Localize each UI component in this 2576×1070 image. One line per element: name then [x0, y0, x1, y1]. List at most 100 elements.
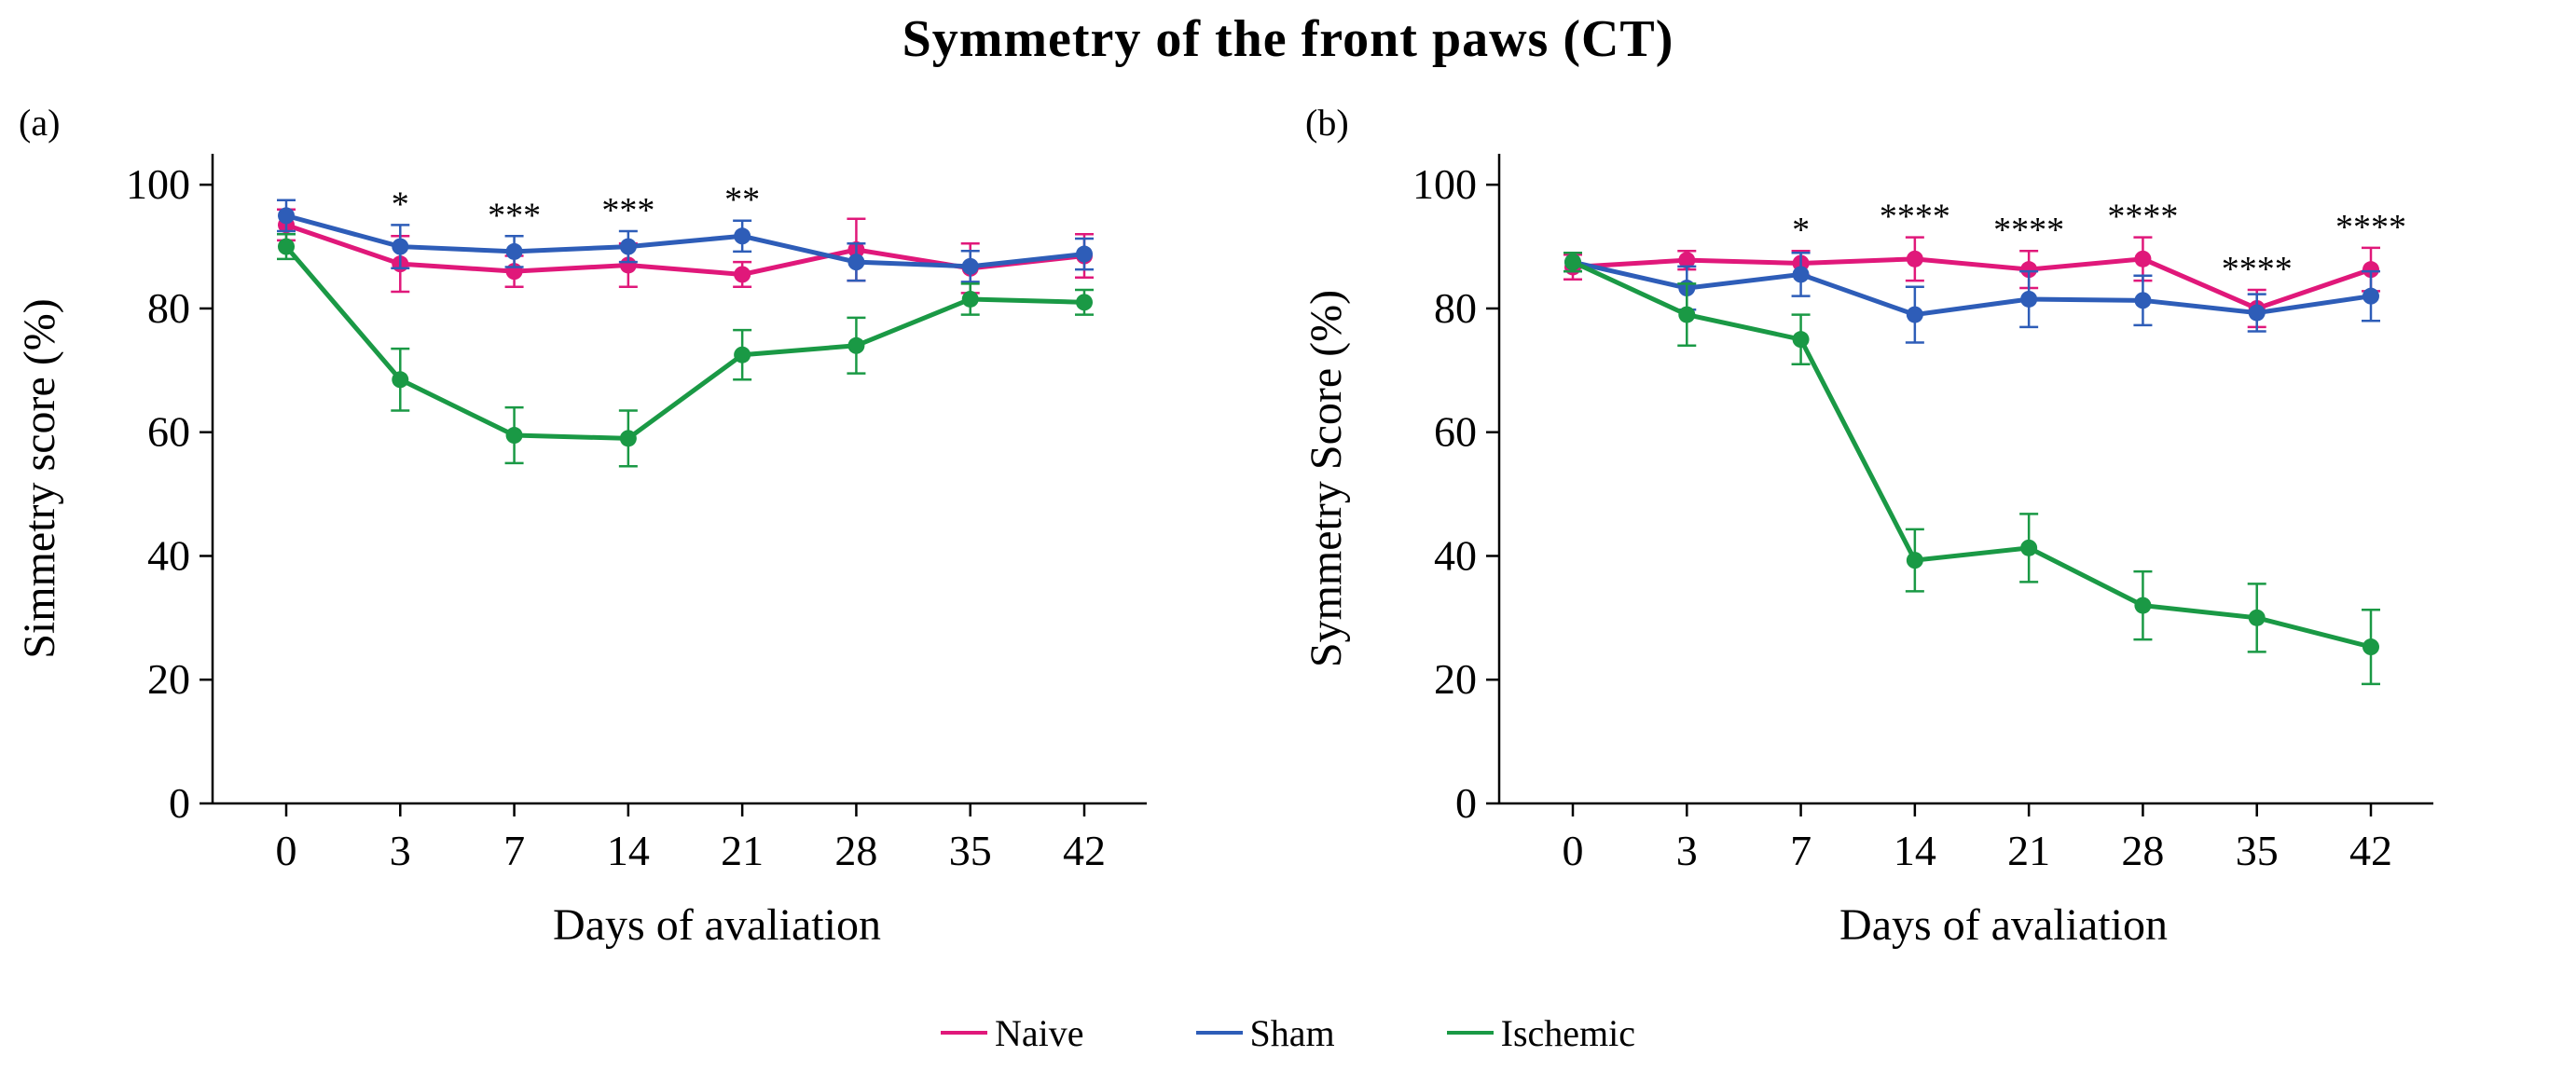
chart-b-series-ischemic-point	[1564, 254, 1581, 271]
chart-a-y-tick-label: 60	[147, 408, 190, 456]
chart-b-significance-marker: *	[1792, 211, 1810, 250]
chart-b-series-ischemic-point	[2020, 539, 2038, 556]
chart-b-series-naive-point	[2362, 261, 2379, 279]
figure-title: Symmetry of the front paws (CT)	[902, 10, 1674, 68]
chart-b-series-naive-point	[2134, 250, 2152, 268]
chart-b-series-naive-point	[2020, 261, 2038, 279]
chart-a-significance-marker: ***	[488, 196, 541, 235]
chart-a-series-ischemic-point	[734, 346, 751, 364]
chart-b-svg: (b) 0 20 40 60 80 100 0 3 7 14 21 28 35 42 Days of aval…	[1302, 102, 2433, 950]
chart-a-series-ischemic-point	[505, 427, 523, 445]
chart-a-x-tick-label: 7	[503, 827, 525, 874]
chart-a-series-sham-point	[734, 227, 751, 245]
chart-b-y-tick-label: 20	[1434, 655, 1477, 703]
chart-a-series-sham-point	[619, 238, 637, 255]
chart-a-svg: (a) 0 20 40 60 80 100 0 3 7 14 21 28 35 42 Days of aval…	[15, 102, 1147, 950]
chart-a-series-ischemic-point	[1076, 294, 1093, 311]
chart-b-y-axis-title: Symmetry Score (%)	[1302, 290, 1351, 667]
legend-label-naive: Naive	[994, 1011, 1084, 1054]
chart-b-x-tick-label: 7	[1790, 827, 1811, 874]
chart-panel-b: (b) 0 20 40 60 80 100 0 3 7 14 21 28 35 42 Days of aval…	[1287, 93, 2573, 969]
chart-b-x-tick-label: 3	[1676, 827, 1698, 874]
chart-b-series-sham-point	[2134, 292, 2152, 309]
chart-b-series-naive-point	[1678, 252, 1696, 269]
chart-a-x-tick-label: 14	[607, 827, 650, 874]
legend-swatch-sham	[1195, 1031, 1243, 1035]
chart-a-series-sham-point	[961, 257, 979, 275]
chart-a-y-tick-label: 40	[147, 531, 190, 579]
chart-b-series-sham	[1564, 251, 2380, 344]
chart-a-x-tick-label: 35	[949, 827, 992, 874]
chart-b-x-axis-title: Days of avaliation	[1839, 900, 2168, 950]
chart-b-y-tick-label: 40	[1434, 531, 1477, 579]
chart-b-series-ischemic-point	[1906, 552, 1923, 569]
chart-b-series-sham-line	[1572, 259, 2372, 318]
chart-a-panel-label: (a)	[19, 102, 60, 144]
chart-a-series-ischemic-point	[847, 336, 865, 354]
chart-a-y-tick-label: 20	[147, 655, 190, 703]
chart-a-y-tick-label: 80	[147, 284, 190, 332]
chart-a-series-sham-line	[285, 213, 1085, 269]
chart-a-x-tick-label: 3	[390, 827, 411, 874]
chart-b-series-ischemic-point	[2248, 609, 2266, 626]
chart-b-x-tick-label: 0	[1563, 827, 1584, 874]
legend-item-sham: Sham	[1195, 1011, 1335, 1055]
chart-a-series-ischemic-point	[278, 238, 295, 255]
chart-b-series-naive-line	[1572, 256, 2372, 311]
chart-b-x-tick-label: 14	[1894, 827, 1936, 874]
legend-swatch-naive	[940, 1031, 987, 1035]
legend: Naive Sham Ischemic	[0, 1005, 2576, 1061]
chart-a-series-ischemic-point	[392, 371, 409, 389]
chart-a-series-sham	[277, 199, 1094, 283]
chart-b-y-tick-label: 80	[1434, 284, 1477, 332]
chart-b-y-tick-label: 100	[1412, 160, 1477, 208]
chart-b-series-ischemic-line	[1571, 259, 2372, 650]
chart-b-panel-label: (b)	[1305, 102, 1349, 144]
chart-b-series-sham-point	[2248, 304, 2266, 322]
chart-a-series-sham-point	[1076, 245, 1093, 263]
chart-b-y-tick-label: 0	[1455, 779, 1477, 827]
chart-a-significance-marker: **	[724, 181, 760, 220]
chart-a-series-ischemic	[277, 233, 1094, 468]
chart-b-series-sham-point	[2020, 290, 2038, 308]
chart-a-series-sham-point	[847, 254, 865, 271]
chart-b-significance-marker: ****	[1880, 198, 1950, 237]
chart-a-series-ischemic-point	[961, 290, 979, 308]
chart-b-series-ischemic-point	[2134, 597, 2152, 614]
chart-a-x-tick-label: 21	[721, 827, 764, 874]
chart-panel-a: (a) 0 20 40 60 80 100 0 3 7 14 21 28 35 42 Days of aval…	[0, 93, 1287, 969]
chart-a-significance-marker: *	[392, 185, 409, 224]
chart-a-series-sham-point	[392, 238, 409, 255]
legend-label-sham: Sham	[1249, 1011, 1335, 1054]
chart-b-series-ischemic	[1564, 251, 2380, 686]
chart-a-y-tick-label: 0	[169, 779, 190, 827]
chart-b-significance-marker: ****	[1993, 211, 2064, 250]
chart-a-significance-marker: ***	[601, 191, 654, 230]
legend-item-ischemic: Ischemic	[1446, 1011, 1635, 1055]
chart-b-series-sham-point	[1792, 266, 1810, 283]
chart-b-x-tick-label: 21	[2007, 827, 2050, 874]
chart-a-x-tick-label: 0	[276, 827, 297, 874]
legend-label-ischemic: Ischemic	[1500, 1011, 1635, 1054]
chart-b-x-tick-label: 28	[2121, 827, 2164, 874]
chart-b-series-sham-point	[1906, 306, 1923, 323]
chart-a-x-axis-title: Days of avaliation	[553, 900, 881, 950]
chart-b-significance-marker: ****	[2222, 250, 2293, 289]
legend-item-naive: Naive	[940, 1011, 1084, 1055]
chart-b-x-tick-label: 42	[2349, 827, 2392, 874]
chart-b-y-tick-label: 60	[1434, 408, 1477, 456]
chart-a-series-ischemic-line	[284, 244, 1085, 441]
legend-swatch-ischemic	[1446, 1031, 1494, 1035]
chart-b-series-ischemic-point	[1678, 306, 1696, 323]
chart-a-series-sham-point	[505, 242, 523, 260]
chart-b-x-tick-label: 35	[2236, 827, 2279, 874]
chart-b-series-ischemic-point	[2362, 638, 2379, 656]
chart-b-significance-marker: ****	[2335, 208, 2406, 247]
chart-a-y-axis-title: Simmetry score (%)	[15, 298, 64, 659]
chart-b-series-naive-point	[1906, 250, 1923, 268]
chart-b-significance-marker: ****	[2107, 198, 2178, 237]
chart-a-x-tick-label: 28	[834, 827, 877, 874]
chart-a-x-tick-label: 42	[1063, 827, 1106, 874]
chart-b-series-sham-point	[2362, 287, 2379, 305]
